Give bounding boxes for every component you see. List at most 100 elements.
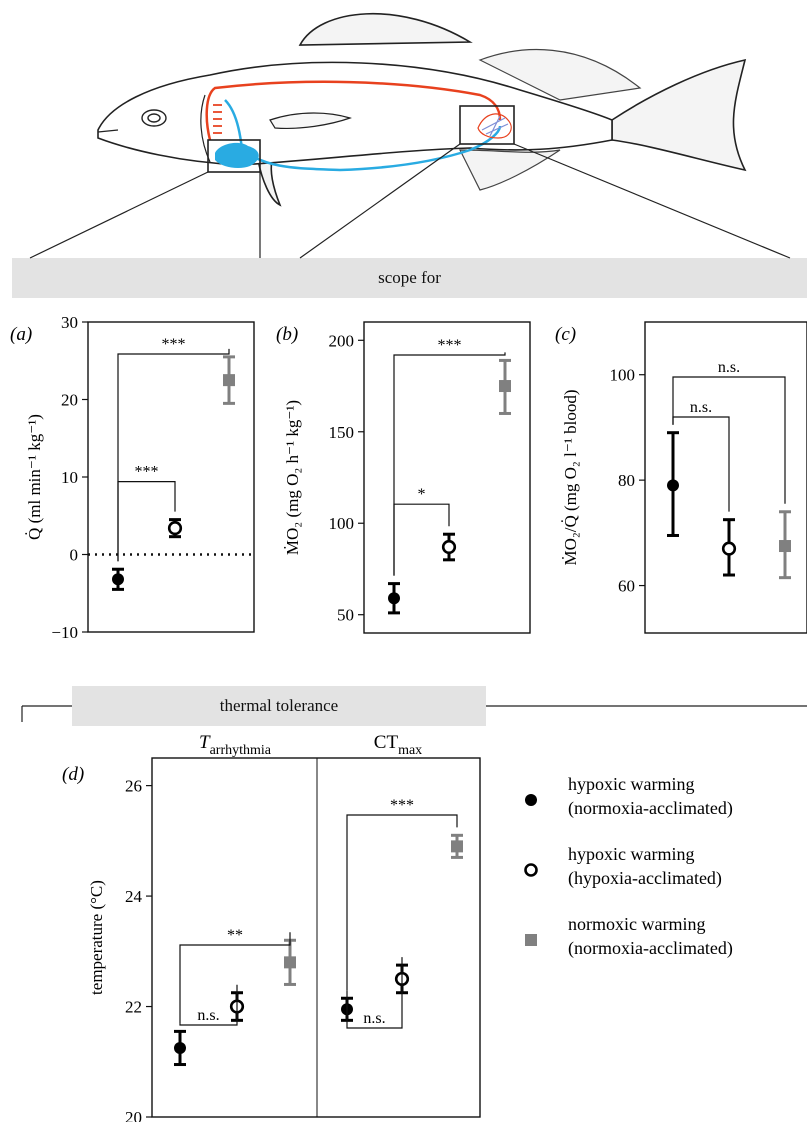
legend-marker-gray-square [525, 934, 537, 946]
panel-d-ytick-label: 24 [125, 887, 143, 906]
panel-a-ylabel: Q̇ (ml min⁻¹ kg⁻¹) [25, 414, 44, 540]
panel-d-sub2-comparison-bracket [346, 957, 403, 1029]
panel-c: (c) 60 80 100 ṀO₂/Q̇ (mg O₂ l⁻¹ blood) n.s. n.… [555, 321, 807, 634]
panel-d-sub1-comparison-bracket [179, 984, 238, 1026]
circulation-arterial [205, 80, 502, 141]
panel-a-comparison-bracket [117, 481, 176, 562]
legend-line1: hypoxic warming [568, 774, 694, 794]
fish-pectoral-fin [269, 112, 352, 130]
panel-a-ytick-label: 0 [70, 546, 79, 565]
legend-marker-filled-circle [525, 794, 537, 806]
panel-b-ylabel: ṀO₂ (mg O₂ h⁻¹ kg⁻¹) [283, 400, 302, 555]
legend-marker-open-circle [524, 863, 538, 877]
legend-item-3: normoxic warming (normoxia-acclimated) [525, 914, 733, 959]
panel-d-sub2-title: CTmax [374, 732, 422, 758]
fish-mouth [97, 129, 119, 133]
panel-d-ytick-label: 22 [125, 998, 142, 1017]
panel-a-point-open [167, 521, 183, 536]
panel-c-comparison-bracket [672, 416, 730, 512]
panel-d-sub1-comparison-bracket [179, 932, 291, 1024]
panel-d-sub1-point-filled [174, 1041, 186, 1054]
panel-c-ytick-label: 100 [610, 366, 636, 385]
fish-second-dorsal-fin [478, 49, 642, 101]
panel-c-ylabel: ṀO₂/Q̇ (mg O₂ l⁻¹ blood) [561, 389, 580, 565]
panel-c-label: (c) [555, 324, 576, 345]
panel-c-comparison-bracket [672, 376, 786, 504]
panel-d-sub1-point-square [284, 956, 296, 969]
panel-d-sub1-significance-label: n.s. [197, 1007, 219, 1024]
panel-a: (a) −10 0 10 20 30 Q̇ (ml min⁻¹ kg⁻¹) *** *** [10, 313, 255, 642]
panel-b-ytick-label: 200 [329, 331, 355, 350]
heart-inset-box [207, 139, 261, 173]
panel-a-significance-label: *** [135, 464, 159, 481]
panel-c-point-filled [667, 479, 679, 492]
zoom-lines [29, 143, 791, 259]
panel-b-point-open [441, 539, 457, 555]
panel-b-comparison-bracket [393, 503, 450, 576]
panel-b-comparison-bracket [393, 352, 506, 576]
legend-item-1: hypoxic warming (normoxia-acclimated) [525, 774, 733, 819]
panel-a-point-filled [112, 573, 124, 586]
panel-d-sub2-point-square [451, 840, 463, 853]
panel-d-sub2-significance-label: *** [390, 797, 414, 814]
panel-d-ytick-label: 26 [125, 777, 142, 796]
thermal-band-label: thermal tolerance [219, 696, 339, 715]
panel-a-label: (a) [10, 324, 32, 345]
panel-c-ytick-label: 80 [618, 471, 635, 490]
panel-a-comparison-bracket [117, 348, 230, 562]
fish-illustration [97, 12, 747, 207]
legend: hypoxic warming(normoxia-acclimated)hypo… [524, 774, 733, 959]
panel-d-ytick-label: 20 [125, 1108, 142, 1122]
tissue-inset-box [459, 105, 515, 145]
legend-line2: (normoxia-acclimated) [568, 798, 733, 819]
panel-b-ytick-label: 100 [329, 514, 355, 533]
panel-b-significance-label: *** [438, 337, 462, 354]
panel-b-point-filled [388, 592, 400, 605]
panel-a-ytick-label: 20 [61, 391, 78, 410]
panel-a-ytick-label: 10 [61, 468, 78, 487]
panel-b-point-square [499, 380, 511, 393]
panel-c-ytick-label: 60 [618, 577, 635, 596]
panel-b-significance-label: * [418, 486, 426, 503]
panel-d-sub2-significance-label: n.s. [363, 1010, 385, 1027]
panel-d-frame [151, 757, 481, 1118]
panel-a-point-square [223, 374, 235, 387]
panel-c-point-open [721, 541, 737, 556]
panel-d-sub1-title: Tarrhythmia [199, 732, 272, 758]
panel-c-point-square [779, 540, 791, 553]
fish-dorsal-fin [298, 12, 473, 46]
panel-c-significance-label: n.s. [690, 399, 712, 416]
thermal-band: thermal tolerance [72, 686, 486, 726]
panel-d: (d) 20 22 24 26 temperature (°C) Tarrhythmia n.… [62, 732, 481, 1122]
panel-b-label: (b) [276, 324, 298, 345]
fish-eye [141, 109, 167, 127]
legend-line2: (hypoxia-acclimated) [568, 868, 722, 889]
panel-b-frame [363, 321, 531, 634]
panel-c-significance-label: n.s. [718, 359, 740, 376]
legend-item-2: hypoxic warming (hypoxia-acclimated) [524, 844, 722, 889]
fish-anal-fin [459, 149, 561, 191]
legend-line2: (normoxia-acclimated) [568, 938, 733, 959]
circulation-venous [215, 99, 502, 172]
fish-pelvic-fin [257, 159, 282, 207]
panel-a-ytick-label: 30 [61, 313, 78, 332]
panel-d-sub2-comparison-bracket [346, 814, 458, 991]
panel-b-ytick-label: 150 [329, 423, 355, 442]
scope-band: scope for [12, 258, 807, 298]
fish-tail-fin [611, 58, 747, 172]
panel-c-frame [644, 321, 807, 634]
thermal-bracket [21, 705, 807, 722]
panel-d-ylabel: temperature (°C) [87, 880, 106, 995]
panel-d-label: (d) [62, 764, 84, 785]
panel-a-ytick-label: −10 [51, 623, 78, 642]
tissue-capillary-bed [477, 113, 512, 139]
panel-a-significance-label: *** [162, 336, 186, 353]
legend-line1: normoxic warming [568, 914, 705, 934]
legend-line1: hypoxic warming [568, 844, 694, 864]
panel-d-sub1-significance-label: ** [227, 927, 243, 944]
scope-band-label: scope for [378, 268, 441, 287]
panel-b-ytick-label: 50 [337, 606, 354, 625]
